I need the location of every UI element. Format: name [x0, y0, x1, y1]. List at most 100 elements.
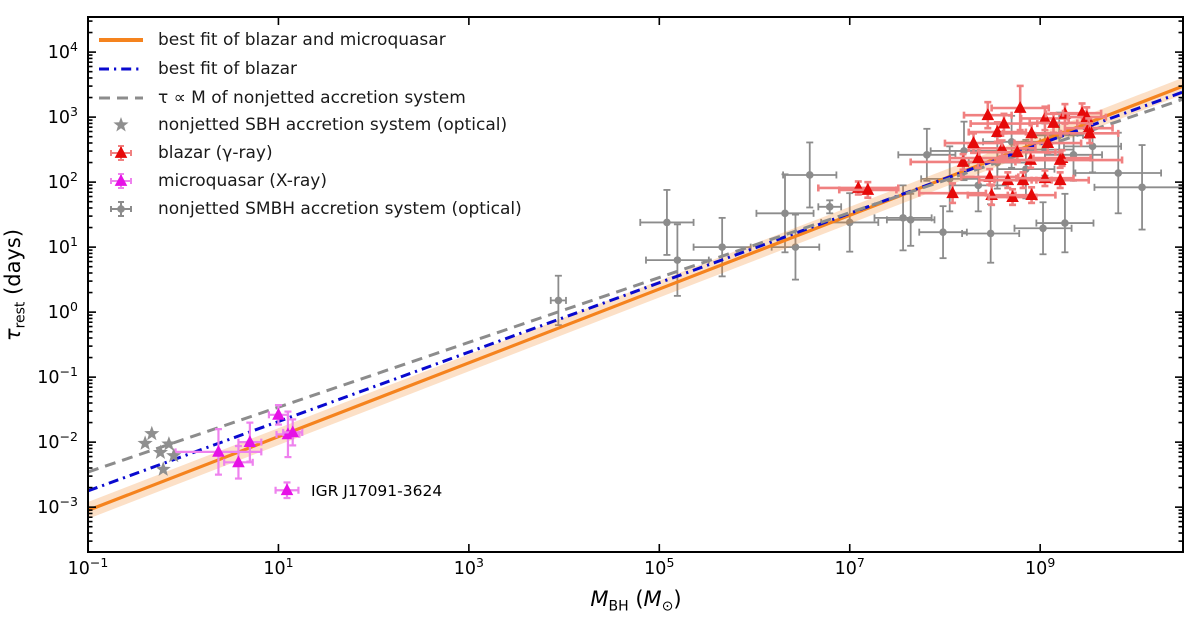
legend-label: microquasar (X-ray) — [158, 171, 327, 191]
smbh-point — [1093, 144, 1183, 231]
legend-marker-star — [113, 117, 129, 132]
blazar-triangle-marker — [1038, 111, 1052, 124]
blazar-triangle-marker — [1053, 173, 1067, 186]
blazar-triangle-marker — [1083, 126, 1096, 139]
y-tick-label: 101 — [48, 234, 78, 258]
sbh-star-marker — [152, 444, 168, 459]
blazar-triangle-marker — [861, 182, 875, 195]
blazar-triangle-marker — [967, 136, 980, 149]
smbh-dot-marker — [960, 147, 968, 155]
legend: best fit of blazar and microquasar best f… — [99, 30, 522, 219]
smbh-dot-marker — [673, 256, 682, 264]
legend-entry: τ ∝ M of nonjetted accretion system — [99, 88, 466, 108]
smbh-dot-marker — [1039, 224, 1047, 233]
sbh-star-marker — [161, 436, 177, 451]
legend-entry: blazar (γ-ray) — [110, 143, 273, 163]
microquasar-point — [282, 418, 304, 447]
blazar-point — [943, 132, 1004, 155]
smbh-dot-marker — [1138, 183, 1146, 192]
annotated-point-igr — [274, 481, 300, 500]
smbh-point — [782, 141, 838, 209]
blazar-triangle-marker — [1025, 126, 1038, 139]
blazar-triangle-marker — [981, 108, 995, 121]
data-layer: IGR J17091-3624 — [88, 77, 1183, 519]
legend-entry: nonjetted SMBH accretion system (optical… — [110, 199, 522, 219]
smbh-point — [1035, 192, 1095, 254]
microquasar-triangle-marker — [212, 444, 225, 457]
blazar-triangle-marker — [997, 116, 1011, 129]
smbh-point — [1013, 201, 1073, 256]
tick-labels: 10−1 101 103 105 107 109 10−3 10−2 10−1 100 101 102… — [37, 39, 1055, 579]
blazar-triangle-marker — [971, 151, 985, 163]
blazar-point — [967, 121, 1028, 144]
sbh-star-marker — [166, 447, 182, 463]
legend-marker-triangle — [114, 146, 128, 158]
blazar-triangle-marker — [956, 155, 970, 167]
igr-triangle-marker — [280, 483, 294, 496]
y-tick-label: 103 — [48, 104, 78, 128]
legend-label: best fit of blazar and microquasar — [158, 30, 446, 50]
blazar-point — [969, 112, 1039, 135]
smbh-dot-marker — [939, 228, 947, 236]
microquasar-triangle-marker — [286, 425, 300, 438]
smbh-dot-marker — [1061, 219, 1069, 227]
legend-label: blazar (γ-ray) — [158, 143, 273, 163]
blazar-triangle-marker — [995, 141, 1009, 154]
blazar-point — [1030, 171, 1091, 190]
smbh-dot-marker — [845, 218, 854, 227]
smbh-point — [645, 223, 710, 297]
y-tick-label: 104 — [48, 39, 78, 63]
sbh-star-marker — [144, 425, 160, 441]
x-axis-label: MBH (M⊙) — [590, 587, 681, 615]
smbh-dot-marker — [718, 243, 726, 251]
microquasar-triangle-marker — [272, 407, 285, 420]
x-tick-label: 109 — [1025, 555, 1055, 579]
annotation-label: IGR J17091-3624 — [311, 482, 442, 500]
series-nonjetted-sbh — [137, 425, 182, 476]
series-blazar — [817, 84, 1124, 207]
smbh-dot-marker — [1069, 151, 1078, 159]
y-tick-label: 10−2 — [37, 429, 78, 453]
smbh-dot-marker — [554, 296, 563, 305]
blazar-triangle-marker — [1013, 101, 1027, 113]
microquasar-point — [174, 428, 263, 476]
legend-label: best fit of blazar — [158, 59, 297, 79]
smbh-dot-marker — [923, 151, 931, 159]
smbh-dot-marker — [781, 209, 789, 218]
blazar-triangle-marker — [1041, 136, 1055, 149]
microquasar-point — [267, 403, 290, 426]
smbh-dot-marker — [663, 218, 671, 227]
legend-label: nonjetted SMBH accretion system (optical… — [158, 199, 522, 219]
y-axis-label: τrest (days) — [1, 229, 29, 341]
y-tick-label: 10−1 — [37, 364, 78, 388]
smbh-dot-marker — [1114, 169, 1123, 177]
x-tick-label: 107 — [835, 555, 865, 579]
blazar-point — [977, 141, 1057, 164]
smbh-point — [639, 189, 695, 256]
legend-label: τ ∝ M of nonjetted accretion system — [158, 88, 466, 108]
legend-entry: best fit of blazar — [99, 59, 297, 79]
blazar-point — [1006, 186, 1057, 205]
blazar-triangle-marker — [991, 125, 1004, 137]
blazar-triangle-marker — [1011, 145, 1024, 158]
y-tick-label: 102 — [48, 169, 78, 193]
blazar-point — [837, 180, 898, 200]
x-tick-label: 101 — [263, 555, 293, 579]
series-microquasar — [174, 403, 304, 480]
sbh-star-marker — [155, 461, 171, 476]
legend-entry: microquasar (X-ray) — [110, 171, 327, 191]
axis-ticks — [87, 17, 1183, 552]
blazar-point — [996, 150, 1124, 170]
smbh-point — [1074, 131, 1162, 215]
smbh-dot-marker — [791, 243, 800, 251]
x-tick-label: 103 — [454, 555, 484, 579]
blazar-point — [917, 182, 988, 205]
legend-label: nonjetted SBH accretion system (optical) — [158, 115, 507, 135]
smbh-point — [961, 203, 1021, 264]
smbh-point — [770, 213, 821, 281]
blazar-triangle-marker — [1025, 188, 1038, 201]
microquasar-triangle-marker — [243, 435, 257, 448]
microquasar-triangle-marker — [232, 455, 245, 468]
